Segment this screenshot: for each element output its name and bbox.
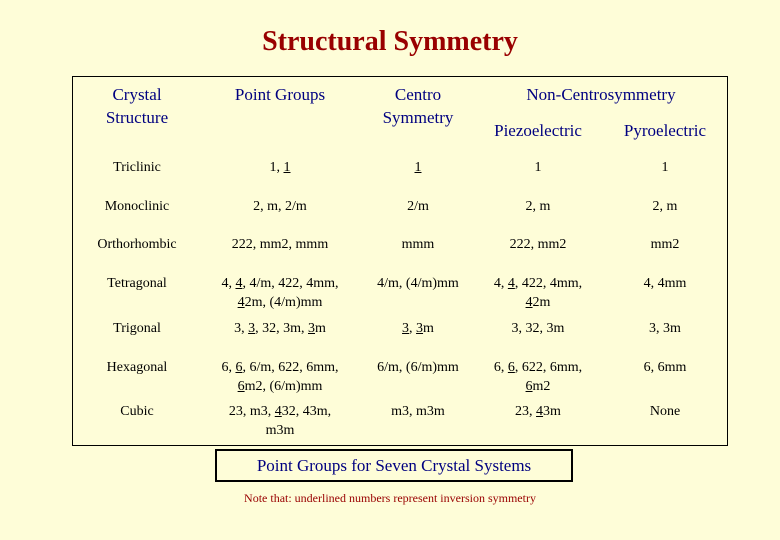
pg-part: 2m, (4/m)mm <box>244 295 323 310</box>
row-hexagonal-pyro: 6, 6mm <box>643 360 687 375</box>
table-caption: Point Groups for Seven Crystal Systems <box>215 449 573 482</box>
row-triclinic-centro: 1 <box>414 160 422 175</box>
pg-part: , 4/m, 422, 4mm, <box>242 276 339 291</box>
row-tetragonal-point-groups: 4, 4, 4/m, 422, 4mm, 42m, (4/m)mm <box>203 274 357 312</box>
centro-part-inversion: 3 <box>402 321 410 336</box>
header-point-groups: Point Groups <box>234 85 326 104</box>
pz-part: 4, <box>493 276 508 291</box>
piezo-line2: 6m2 <box>473 377 603 396</box>
row-hexagonal-centro: 6/m, (6/m)mm <box>377 360 459 375</box>
row-tetragonal-pyro: 4, 4mm <box>643 276 687 291</box>
row-orthorhombic-point-groups: 222, mm2, mmm <box>231 237 329 252</box>
header-crystal-structure-line2: Structure <box>105 108 169 127</box>
row-cubic-pyro: None <box>649 404 681 419</box>
header-crystal-structure-line1: Crystal <box>112 85 162 104</box>
header-centro-line1: Centro <box>394 85 442 104</box>
symmetry-table: Crystal Structure Point Groups Centro Sy… <box>72 76 728 446</box>
pg-part: , 6/m, 622, 6mm, <box>242 360 339 375</box>
header-piezoelectric: Piezoelectric <box>494 121 582 140</box>
header-centro-symmetry: Centro Symmetry <box>359 83 477 129</box>
piezo-line1: 4, 4, 422, 4mm, <box>473 274 603 293</box>
row-orthorhombic-pyro: mm2 <box>650 237 680 252</box>
pg-part-inversion: 6 <box>237 379 245 394</box>
pg-part-inversion: 4 <box>237 295 245 310</box>
row-trigonal-structure: Trigonal <box>113 321 161 336</box>
row-monoclinic-centro: 2/m <box>407 199 429 214</box>
row-trigonal-centro: 3, 3m <box>359 319 477 338</box>
pg-line2: 42m, (4/m)mm <box>203 293 357 312</box>
row-monoclinic-pyro: 2, m <box>652 199 678 214</box>
pg-part-inversion: 4 <box>235 276 243 291</box>
row-cubic-point-groups: 23, m3, 432, 43m, m3m <box>203 402 357 440</box>
pg-part: m2, (6/m)mm <box>244 379 323 394</box>
pz-part: 6, <box>493 360 508 375</box>
row-triclinic-point-groups: 1, 1 <box>203 158 357 177</box>
pz-part-inversion: 6 <box>507 360 515 375</box>
pg-part: 3, <box>234 321 249 336</box>
row-triclinic-structure: Triclinic <box>113 160 161 175</box>
row-orthorhombic-piezo: 222, mm2 <box>509 237 567 252</box>
pg-part: 4, <box>221 276 236 291</box>
row-trigonal-pyro: 3, 3m <box>649 321 681 336</box>
row-monoclinic-piezo: 2, m <box>525 199 551 214</box>
pg-part: 1, <box>269 160 284 175</box>
pz-part: 2m <box>532 295 551 310</box>
piezo-line2: 42m <box>473 293 603 312</box>
pz-part-inversion: 4 <box>525 295 533 310</box>
centro-part: m <box>423 321 434 336</box>
row-triclinic-pyro: 1 <box>661 160 669 175</box>
pz-part: m2 <box>532 379 551 394</box>
pg-part: 6, <box>221 360 236 375</box>
pz-part: , 622, 6mm, <box>514 360 583 375</box>
centro-part: , <box>409 321 417 336</box>
header-non-centrosymmetry: Non-Centrosymmetry <box>526 85 676 104</box>
pg-line1: 4, 4, 4/m, 422, 4mm, <box>203 274 357 293</box>
row-tetragonal-structure: Tetragonal <box>107 276 167 291</box>
pg-part: 32, 43m, <box>281 404 332 419</box>
row-orthorhombic-centro: mmm <box>401 237 435 252</box>
pz-part-inversion: 4 <box>536 404 544 419</box>
pg-part: m <box>315 321 326 336</box>
pg-part-inversion: 3 <box>308 321 315 336</box>
header-pyroelectric: Pyroelectric <box>623 121 707 140</box>
pg-line1: 6, 6, 6/m, 622, 6mm, <box>203 358 357 377</box>
pg-line2: m3m <box>265 423 295 438</box>
pg-part-inversion: 4 <box>274 404 282 419</box>
pg-part-inversion: 1 <box>283 160 291 175</box>
pz-part: , 422, 4mm, <box>514 276 583 291</box>
row-monoclinic-point-groups: 2, m, 2/m <box>253 199 307 214</box>
header-crystal-structure: Crystal Structure <box>73 83 201 129</box>
page-title: Structural Symmetry <box>262 26 518 57</box>
row-hexagonal-piezo: 6, 6, 622, 6mm, 6m2 <box>473 358 603 396</box>
centro-part-inversion: 3 <box>416 321 424 336</box>
row-monoclinic-structure: Monoclinic <box>104 199 170 214</box>
row-cubic-structure: Cubic <box>120 404 154 419</box>
row-cubic-centro: m3, m3m <box>391 404 445 419</box>
row-tetragonal-piezo: 4, 4, 422, 4mm, 42m <box>473 274 603 312</box>
row-trigonal-point-groups: 3, 3, 32, 3m, 3m <box>203 319 357 338</box>
pg-part-inversion: 3 <box>248 321 256 336</box>
pz-part-inversion: 6 <box>525 379 533 394</box>
pg-line2: 6m2, (6/m)mm <box>203 377 357 396</box>
row-hexagonal-structure: Hexagonal <box>106 360 168 375</box>
row-tetragonal-centro: 4/m, (4/m)mm <box>377 276 459 291</box>
pg-part-inversion: 6 <box>235 360 243 375</box>
row-hexagonal-point-groups: 6, 6, 6/m, 622, 6mm, 6m2, (6/m)mm <box>203 358 357 396</box>
footnote: Note that: underlined numbers represent … <box>244 491 536 505</box>
pg-part: , 32, 3m, <box>255 321 308 336</box>
pz-part: 23, <box>515 404 537 419</box>
piezo-line1: 6, 6, 622, 6mm, <box>473 358 603 377</box>
pg-part: 23, m3, <box>228 404 275 419</box>
row-cubic-piezo: 23, 43m <box>473 402 603 421</box>
pg-line1: 23, m3, 432, 43m, <box>203 402 357 421</box>
pz-part-inversion: 4 <box>507 276 515 291</box>
row-triclinic-piezo: 1 <box>534 160 542 175</box>
header-centro-line2: Symmetry <box>382 108 454 127</box>
pz-part: 3m <box>543 404 561 419</box>
row-orthorhombic-structure: Orthorhombic <box>97 237 177 252</box>
row-trigonal-piezo: 3, 32, 3m <box>511 321 565 336</box>
